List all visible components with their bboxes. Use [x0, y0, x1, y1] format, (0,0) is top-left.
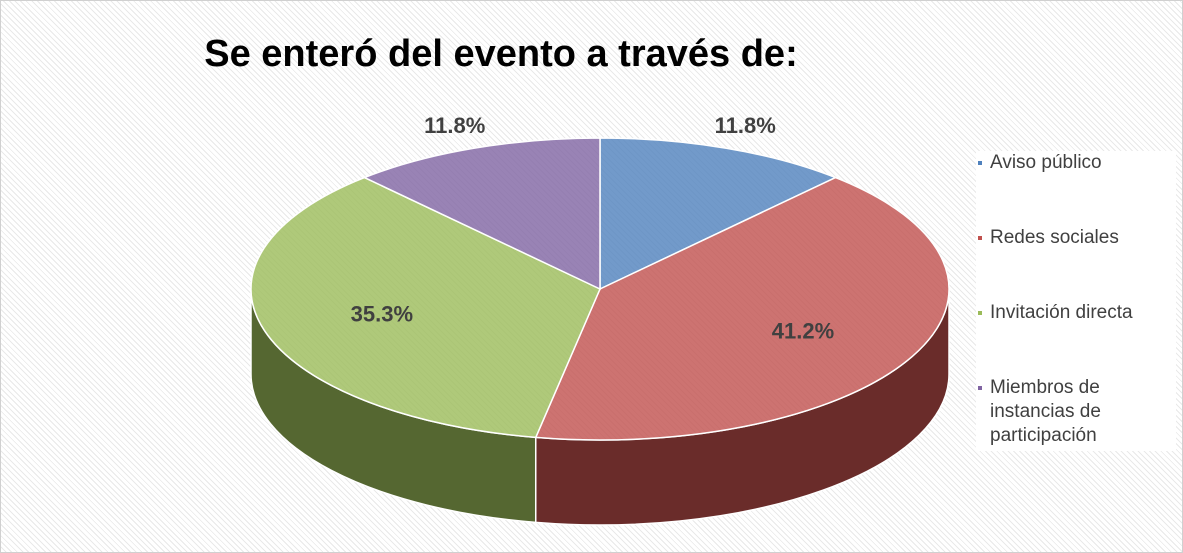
legend-item: Aviso público [976, 151, 1176, 226]
data-label: 35.3% [351, 302, 413, 327]
legend: Aviso público Redes sociales Invitación di… [976, 151, 1176, 451]
legend-key [978, 311, 982, 315]
legend-label: Miembros de instancias de participación [990, 377, 1101, 446]
slice [599, 137, 838, 291]
legend-label: Aviso público [990, 152, 1102, 173]
legend-key [978, 236, 982, 240]
legend-label: Redes sociales [990, 227, 1119, 248]
legend-key [978, 161, 982, 165]
chart-title: Se enteró del evento a través de: [204, 33, 797, 75]
legend-item: Redes sociales [976, 226, 1176, 301]
legend-label: Invitación directa [990, 302, 1133, 323]
slice [250, 176, 601, 439]
data-label: 41.2% [772, 319, 834, 344]
slice [362, 137, 601, 291]
legend-key [978, 386, 982, 390]
legend-item: Miembros de instancias de participación [976, 376, 1176, 451]
legend-item: Invitación directa [976, 301, 1176, 376]
data-label: 11.8% [715, 113, 776, 138]
data-label: 11.8% [424, 113, 485, 138]
slice [534, 176, 950, 441]
